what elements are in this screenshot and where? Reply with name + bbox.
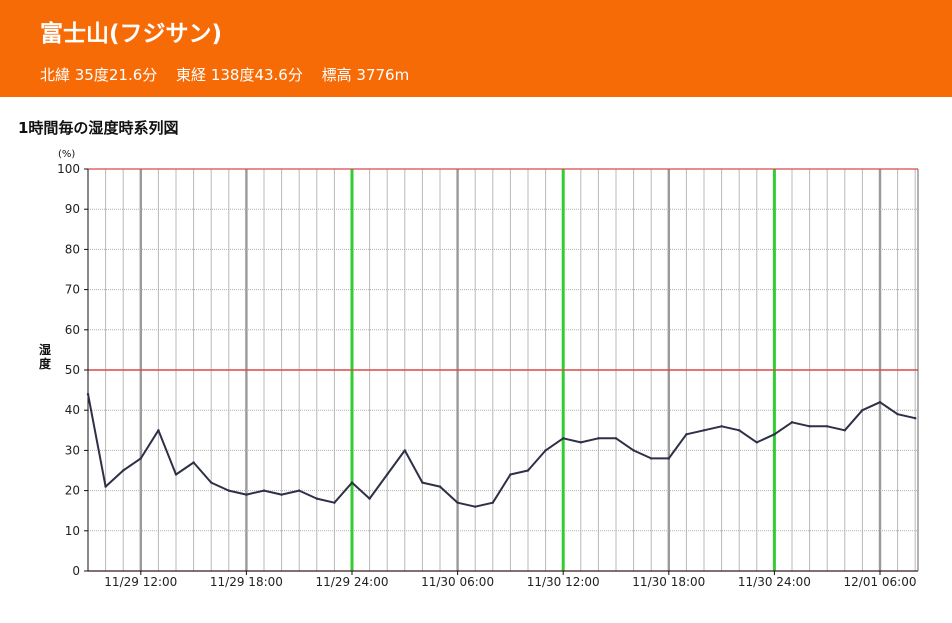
data-point [122, 469, 125, 472]
data-point [139, 457, 142, 460]
data-point [579, 441, 582, 444]
data-point [526, 469, 530, 472]
data-point [808, 425, 811, 428]
data-point [227, 489, 230, 492]
data-point [245, 493, 248, 496]
data-point [614, 437, 618, 440]
data-point [755, 441, 758, 444]
x-tick-label: 11/30 12:00 [527, 575, 600, 589]
data-point [403, 449, 406, 452]
data-point [562, 437, 565, 440]
data-point [702, 429, 706, 432]
x-tick-label: 11/29 12:00 [104, 575, 177, 589]
data-point [878, 400, 882, 404]
y-tick-label: 20 [65, 484, 80, 498]
y-tick-label: 70 [65, 283, 80, 297]
data-point [632, 449, 635, 452]
data-point [438, 485, 442, 488]
data-point [826, 425, 829, 428]
data-point [386, 473, 389, 476]
y-tick-label: 90 [65, 202, 80, 216]
data-point [210, 481, 213, 484]
x-tick-label: 11/29 18:00 [210, 575, 283, 589]
data-point [157, 429, 160, 432]
data-point [491, 501, 494, 504]
data-point [685, 433, 688, 436]
data-point [843, 429, 846, 432]
station-header: 富士山(フジサン) 北緯 35度21.6分 東経 138度43.6分 標高 37… [0, 0, 952, 97]
chart-title: 1時間毎の湿度時系列図 [18, 119, 179, 137]
data-point [544, 449, 547, 452]
latitude-text: 北緯 35度21.6分 [40, 66, 158, 84]
y-axis-label-text: 湿度 [38, 343, 51, 371]
data-point [104, 485, 107, 488]
y-tick-label: 10 [65, 524, 80, 538]
y-tick-label: 40 [65, 403, 80, 417]
station-meta: 北緯 35度21.6分 東経 138度43.6分 標高 3776m [40, 64, 423, 85]
station-title: 富士山(フジサン) [40, 21, 223, 47]
data-point [192, 461, 195, 464]
data-point [861, 409, 864, 412]
data-point [456, 501, 459, 504]
longitude-text: 東経 138度43.6分 [176, 66, 303, 84]
x-tick-label: 11/30 06:00 [421, 575, 494, 589]
y-axis-label: 湿度 [38, 343, 52, 371]
data-point [720, 425, 723, 428]
humidity-series-line [87, 393, 916, 508]
y-tick-label: 60 [65, 323, 80, 337]
y-axis-unit: (%) [58, 149, 76, 160]
data-point [597, 437, 600, 440]
y-tick-label: 100 [57, 162, 80, 176]
data-point [509, 473, 512, 476]
data-point [315, 497, 318, 500]
y-tick-label: 0 [72, 564, 80, 578]
x-tick-label: 11/30 18:00 [632, 575, 705, 589]
data-point [896, 413, 899, 416]
data-point [350, 481, 354, 484]
data-point [262, 489, 266, 492]
data-point [421, 481, 424, 484]
data-point [914, 417, 917, 420]
x-tick-label: 12/01 06:00 [844, 575, 917, 589]
y-tick-label: 30 [65, 443, 80, 457]
data-point [474, 505, 477, 508]
data-point [650, 457, 653, 460]
elevation-text: 標高 3776m [321, 66, 410, 84]
y-tick-label: 80 [65, 242, 80, 256]
data-point [174, 473, 178, 476]
data-point [738, 429, 741, 432]
data-point [667, 457, 670, 460]
data-point [86, 392, 90, 396]
data-point [773, 433, 776, 436]
x-tick-label: 11/30 24:00 [738, 575, 811, 589]
data-point [368, 497, 371, 500]
y-tick-label: 50 [65, 363, 80, 377]
data-point [298, 489, 301, 492]
data-point [790, 421, 794, 424]
data-point [333, 501, 336, 504]
data-point [280, 493, 283, 496]
x-tick-label: 11/29 24:00 [316, 575, 389, 589]
